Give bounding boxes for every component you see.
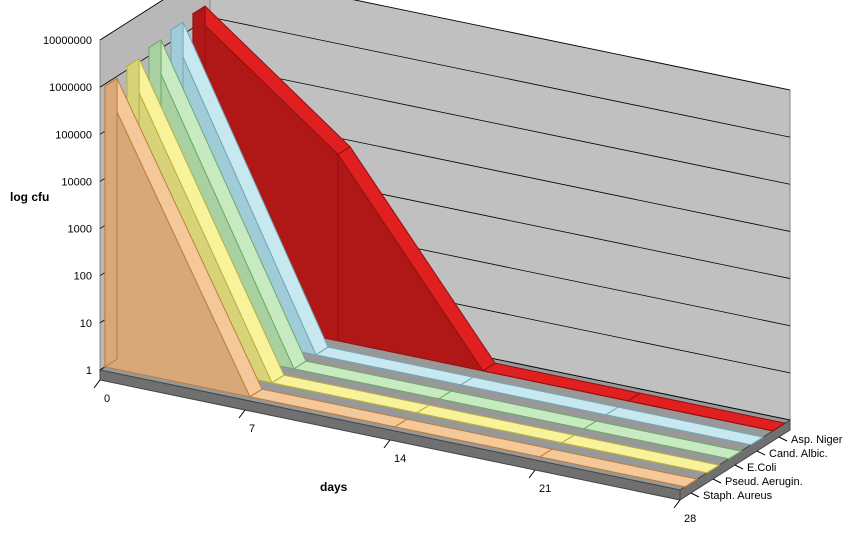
line (757, 451, 765, 455)
line (239, 410, 245, 418)
z-category-label: Asp. Niger (791, 434, 843, 446)
y-tick-label: 100 (74, 271, 92, 283)
x-axis-label: days (320, 480, 347, 494)
z-category-label: Pseud. Aerugin. (725, 476, 803, 488)
line (691, 493, 699, 497)
y-tick-label: 1000 (68, 224, 92, 236)
ribbon-leftcap (105, 78, 117, 366)
y-axis-label: log cfu (10, 190, 49, 204)
z-category-label: Staph. Aureus (703, 490, 773, 502)
line (779, 437, 787, 441)
x-tick-label: 7 (249, 423, 255, 435)
x-tick-label: 14 (394, 453, 406, 465)
chart-container: 1 10 100 1000 10000 100000 1000000 10000000 0 7 14… (0, 0, 867, 535)
y-tick-label: 10000000 (43, 35, 92, 47)
line (529, 470, 535, 478)
z-category-label: Cand. Albic. (769, 448, 828, 460)
line (674, 500, 680, 508)
line (713, 479, 721, 483)
line (384, 440, 390, 448)
y-tick-label: 1 (86, 365, 92, 377)
x-tick-label: 28 (684, 513, 696, 525)
y-tick-label: 1000000 (49, 82, 92, 94)
y-tick-label: 100000 (55, 129, 92, 141)
y-tick-label: 10 (80, 318, 92, 330)
x-tick-label: 21 (539, 483, 551, 495)
y-tick-label: 10000 (61, 176, 92, 188)
line (94, 380, 100, 388)
z-category-label: E.Coli (747, 462, 776, 474)
chart-svg: 1 10 100 1000 10000 100000 1000000 10000000 0 7 14… (0, 0, 867, 535)
line (735, 465, 743, 469)
x-tick-label: 0 (104, 393, 110, 405)
